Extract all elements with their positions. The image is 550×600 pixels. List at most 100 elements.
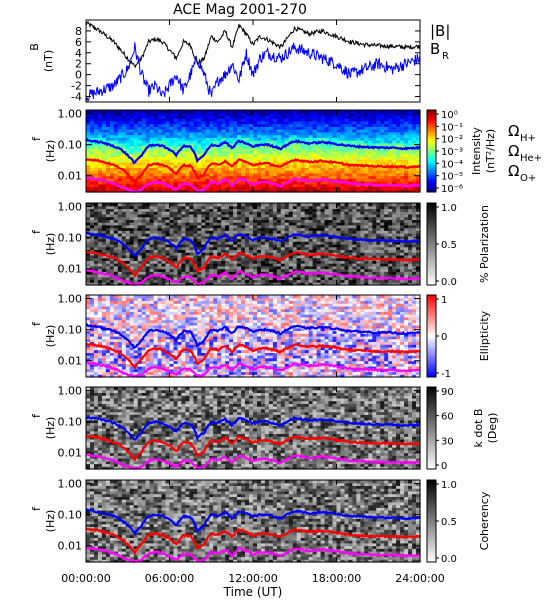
intensity-cell: [137, 137, 143, 141]
intensity-cell: [189, 123, 194, 127]
intensity-cell: [241, 170, 246, 174]
intensity-cell: [197, 183, 202, 188]
intensity-cell: [268, 153, 274, 157]
intensity-cell: [268, 189, 274, 193]
intensity-cell: [165, 156, 171, 160]
intensity-cell: [300, 183, 306, 188]
intensity-cell: [113, 115, 119, 119]
intensity-cell: [177, 151, 183, 155]
polarization-cell: [221, 274, 226, 278]
polarization-cell: [105, 276, 111, 281]
intensity-cell: [257, 189, 262, 193]
polarization-cell: [217, 265, 222, 270]
polarization-cell: [169, 263, 175, 267]
polarization-cell: [181, 265, 186, 270]
polarization-cell: [101, 222, 107, 226]
intensity-cell: [316, 164, 322, 168]
intensity-cell: [348, 126, 353, 130]
intensity-cell: [201, 164, 206, 168]
intensity-cell: [308, 167, 314, 171]
intensity-cell: [312, 170, 318, 174]
intensity-cell: [189, 175, 194, 179]
intensity-cell: [225, 178, 230, 182]
polarization-cell: [113, 208, 119, 212]
intensity-cell: [352, 123, 357, 127]
polarization-cell: [181, 279, 186, 283]
intensity-cell: [197, 164, 202, 168]
intensity-cell: [205, 153, 210, 157]
polarization-cell: [133, 208, 139, 212]
intensity-cell: [101, 131, 107, 136]
intensity-cell: [157, 189, 163, 193]
intensity-cell: [101, 110, 107, 114]
intensity-cell: [121, 181, 127, 185]
intensity-cell: [284, 153, 290, 157]
intensity-cell: [296, 172, 302, 177]
polarization-cell: [173, 233, 179, 237]
polarization-cell: [125, 213, 131, 218]
intensity-cell: [292, 167, 298, 171]
polarization-cell: [113, 230, 119, 234]
polarization-cell: [161, 271, 167, 275]
intensity-colorbar-seg: [427, 167, 436, 170]
intensity-cell: [312, 131, 318, 136]
intensity-cell: [161, 134, 167, 138]
intensity-cell: [400, 142, 405, 147]
polarization-cell: [193, 219, 198, 223]
polarization-cell: [86, 233, 91, 237]
intensity-cell: [336, 115, 342, 119]
intensity-cell: [396, 189, 401, 193]
intensity-cell: [316, 172, 322, 177]
intensity-cell: [161, 120, 167, 125]
intensity-cell: [129, 172, 135, 177]
intensity-cell: [105, 186, 111, 190]
polarization-cell: [94, 260, 99, 264]
intensity-cell: [90, 156, 95, 160]
intensity-cell: [241, 126, 246, 130]
intensity-cell: [197, 170, 202, 174]
polarization-cell: [125, 205, 131, 209]
intensity-cell: [264, 153, 270, 157]
intensity-cell: [388, 137, 393, 141]
polarization-cell: [197, 233, 202, 237]
intensity-cell: [189, 181, 194, 185]
intensity-cell: [245, 134, 250, 138]
intensity-cell: [360, 140, 365, 144]
intensity-cell: [408, 148, 413, 152]
intensity-cell: [316, 167, 322, 171]
intensity-cell: [221, 129, 226, 133]
intensity-cell: [396, 178, 401, 182]
intensity-cell: [408, 172, 413, 177]
intensity-cell: [213, 137, 218, 141]
polarization-cell: [94, 211, 99, 215]
intensity-colorbar-seg: [427, 163, 436, 166]
intensity-cell: [86, 151, 91, 155]
intensity-cell: [221, 118, 226, 122]
polarization-cell: [117, 254, 123, 259]
polarization-cell: [193, 282, 198, 286]
intensity-cell: [364, 159, 369, 163]
intensity-cell: [304, 145, 310, 149]
intensity-cell: [213, 145, 218, 149]
intensity-cell: [388, 131, 393, 136]
intensity-cell: [129, 142, 135, 147]
polarization-cell: [141, 271, 147, 275]
polarization-cell: [197, 205, 202, 209]
polarization-cell: [157, 205, 163, 209]
intensity-cell: [193, 134, 198, 138]
intensity-cell: [189, 118, 194, 122]
polarization-cell: [109, 205, 115, 209]
intensity-cell: [296, 183, 302, 188]
polarization-cell: [125, 224, 131, 229]
polarization-cell: [94, 268, 99, 272]
intensity-cell: [324, 175, 330, 179]
polarization-cell: [90, 227, 95, 231]
intensity-cell: [396, 120, 401, 125]
polarization-cell: [137, 213, 143, 218]
intensity-cell: [272, 112, 278, 116]
intensity-cell: [209, 178, 214, 182]
intensity-cell: [185, 120, 190, 125]
polarization-cell: [113, 265, 119, 270]
intensity-cell: [304, 137, 310, 141]
